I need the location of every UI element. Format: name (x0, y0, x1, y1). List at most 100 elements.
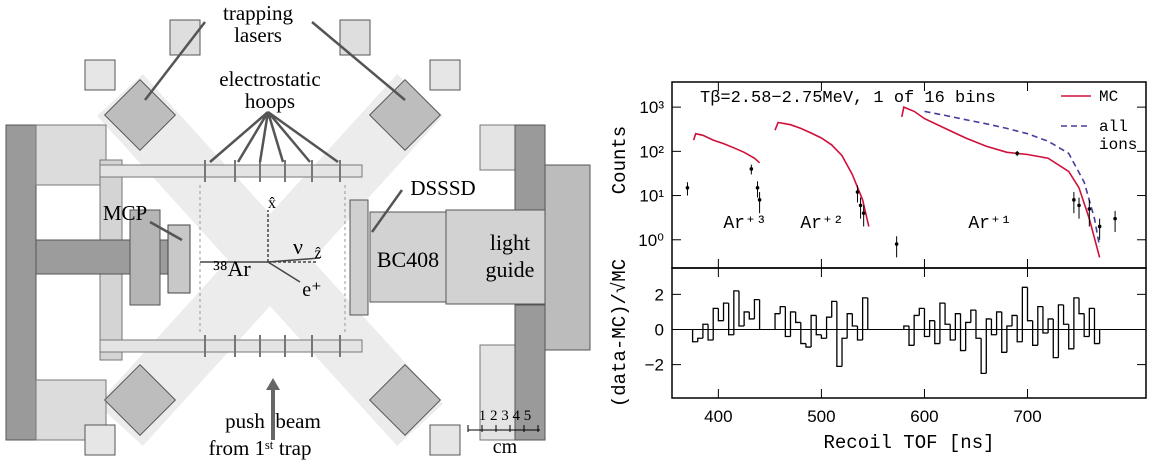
y-tick-label: −2 (645, 356, 664, 375)
histogram-step (697, 337, 703, 342)
histogram-step (1026, 287, 1033, 322)
label: BC408 (377, 247, 439, 272)
annotation: Ar⁺² (800, 214, 843, 234)
chart-title: Tβ=2.58−2.75MeV, 1 of 16 bins (700, 89, 996, 108)
histogram-step (908, 325, 915, 346)
flange (35, 124, 107, 186)
histogram-step (707, 324, 714, 341)
data-point (894, 242, 899, 246)
histogram-step (820, 334, 827, 339)
flange (544, 164, 591, 351)
flange (479, 344, 519, 441)
label: light (490, 230, 530, 255)
histogram-step (795, 311, 801, 324)
label: lasers (234, 23, 282, 47)
pointer-arrows (144, 21, 406, 242)
histogram-step (949, 324, 956, 341)
histogram-step (810, 314, 817, 348)
data-point (1077, 203, 1081, 208)
plot-frame (671, 267, 1147, 399)
annotation: Ar⁺³ (723, 214, 766, 234)
histogram-step (748, 311, 755, 320)
histogram-step (1001, 311, 1007, 353)
label: DSSSD (410, 176, 475, 200)
histogram-step (1088, 307, 1095, 337)
label: guide (486, 257, 535, 282)
histogram-step (1042, 306, 1049, 334)
charts: 10⁰ 10¹ 10² 10³ Counts Tβ=2.58−2.75MeV, 1 of … (609, 81, 1147, 454)
histogram-step (939, 302, 946, 344)
histogram-step (1078, 297, 1085, 315)
label: hoops (245, 89, 295, 113)
scale-bar (467, 425, 540, 432)
histogram-step (738, 290, 745, 327)
histogram-step (728, 303, 734, 336)
histogram-step (959, 313, 966, 352)
histogram-step (1093, 308, 1100, 345)
data-point (1097, 224, 1102, 229)
data-point (861, 211, 866, 215)
histogram-step (1011, 314, 1018, 326)
histogram-step (779, 305, 786, 314)
histogram-step (995, 311, 1002, 335)
histogram-step (1021, 286, 1028, 342)
histogram-step (954, 313, 961, 341)
histogram-step (970, 309, 976, 323)
label: push beam (225, 409, 321, 433)
x-tick-label: 500 (807, 407, 835, 426)
rail (99, 339, 363, 353)
x-tick-label: 400 (704, 407, 732, 426)
label: ³⁸Ar (213, 256, 251, 281)
histogram-step (831, 300, 837, 318)
histogram-step (923, 308, 930, 338)
flange (5, 124, 37, 441)
flange (514, 124, 546, 211)
histogram-step (805, 343, 812, 348)
histogram-step (789, 311, 796, 337)
histogram-step (815, 315, 822, 336)
data-point (749, 167, 754, 171)
histogram-step (717, 308, 724, 322)
data-point (1072, 198, 1076, 202)
bc408-box (369, 211, 447, 303)
beam-arrowhead (266, 378, 280, 390)
rail (99, 164, 363, 178)
mcp (167, 224, 191, 294)
histogram-step (1057, 304, 1064, 358)
series-line (692, 105, 1101, 258)
data-point (858, 203, 863, 208)
histogram-step (722, 302, 729, 321)
histogram-step (800, 322, 806, 345)
hoops (204, 160, 341, 357)
histogram-step (980, 338, 987, 375)
series-line (924, 110, 1101, 247)
histogram-step (1073, 297, 1080, 349)
histogram-step (913, 314, 920, 346)
histogram-step (934, 320, 940, 345)
histogram-step (985, 318, 992, 374)
histogram-step (990, 318, 997, 336)
histogram-step (944, 303, 951, 325)
histogram-step (846, 313, 853, 339)
label: trapping (223, 1, 293, 25)
histogram-step (691, 329, 698, 343)
y-tick-label: 10¹ (639, 187, 664, 206)
label: 1 2 3 4 5 (479, 408, 532, 424)
histogram-step (1062, 304, 1069, 325)
histogram-step (753, 298, 760, 319)
histogram-step (965, 321, 971, 351)
data-point (757, 198, 762, 202)
dsssd (349, 199, 369, 316)
histogram-step (856, 325, 863, 341)
histogram-step (841, 337, 848, 367)
annotation: Ar⁺¹ (968, 214, 1011, 234)
data-point (855, 190, 860, 194)
histogram-step (784, 306, 791, 338)
histogram-step (1032, 320, 1038, 346)
y-tick-label: 0 (655, 320, 664, 339)
histogram-step (825, 316, 832, 339)
histogram-step (1068, 324, 1074, 350)
label: x̂ (268, 195, 276, 212)
label: ν (293, 234, 303, 259)
